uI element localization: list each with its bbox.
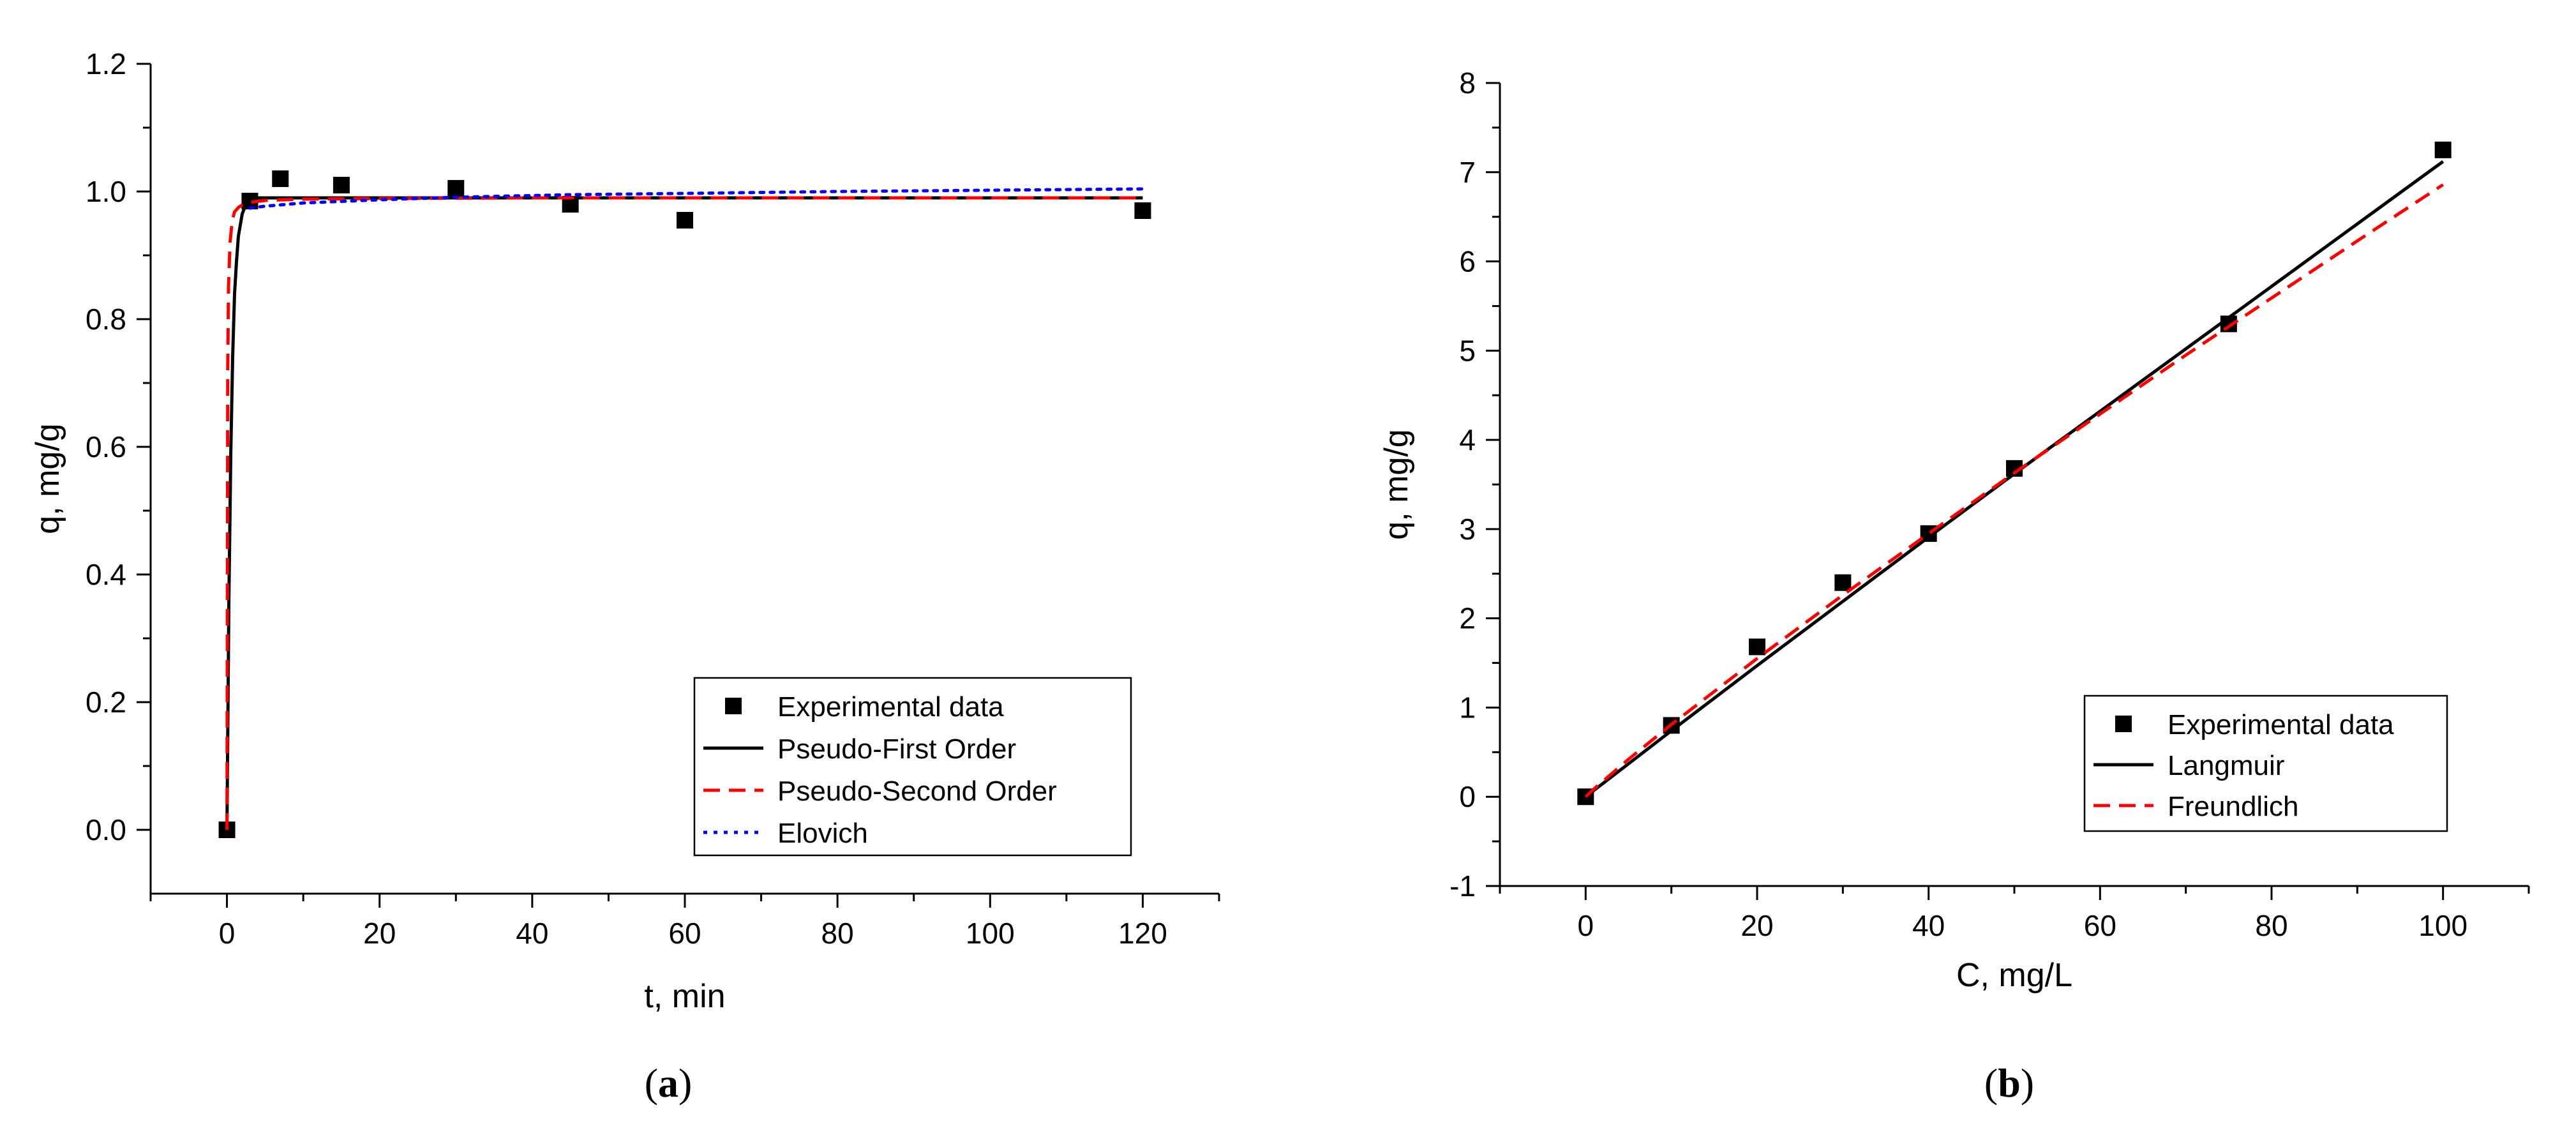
chart-panel-a: 0 20 40 60 80 100 120 0.0 0.2 0.4 0.6 0.8 1.0 1.2 t, m… (29, 47, 1220, 1015)
y-tick-label: 5 (1459, 334, 1476, 367)
x-tick-label: 100 (2418, 909, 2467, 942)
y-axis-title: q, mg/g (1378, 429, 1415, 539)
x-tick-label: 40 (516, 917, 548, 950)
x-tick-label: 40 (1912, 909, 1945, 942)
data-point (1749, 638, 1765, 656)
legend-label-elovich: Elovich (777, 818, 868, 849)
data-point (447, 180, 465, 197)
legend-label-freundlich: Freundlich (2168, 791, 2298, 822)
x-tick-label: 80 (821, 917, 854, 950)
x-axis-title: C, mg/L (1956, 957, 2072, 994)
y-tick-label: 0 (1459, 780, 1476, 813)
data-point (1134, 202, 1151, 219)
legend-label-experimental-data: Experimental data (777, 691, 1004, 723)
y-tick-label: 3 (1459, 513, 1476, 546)
y-tick-label: 0.6 (86, 430, 126, 463)
y-tick-label: 1.0 (86, 175, 126, 208)
chart-panel-b: 0 20 40 60 80 100 -1 0 1 2 3 4 5 6 7 8 C, mg/L q, mg/g Exp… (1378, 66, 2530, 994)
y-tick-label: 1.2 (86, 47, 126, 80)
caption-b: (b) (1984, 1060, 2034, 1106)
y-axis-title: q, mg/g (29, 423, 66, 534)
y-tick-label: -1 (1449, 869, 1476, 903)
series-line-pseudo-first-order (225, 196, 1143, 830)
caption-b-letter: b (1998, 1060, 2021, 1106)
x-tick-label: 60 (2084, 909, 2116, 942)
y-tick-label: 7 (1459, 156, 1476, 189)
y-tick-label: 6 (1459, 245, 1476, 278)
caption-a: (a) (645, 1060, 693, 1106)
svg-text:(a): (a) (645, 1060, 693, 1106)
legend-label-langmuir: Langmuir (2168, 750, 2284, 781)
y-tick-label: 0.2 (86, 686, 126, 719)
x-axis-title: t, min (644, 978, 725, 1015)
y-tick-label: 1 (1459, 691, 1476, 724)
svg-text:(b): (b) (1984, 1060, 2034, 1106)
legend-marker-experimental-data (2115, 716, 2132, 732)
y-tick-label: 0.0 (86, 813, 126, 846)
x-tick-label: 20 (363, 917, 396, 950)
legend-label-pseudo-second-order: Pseudo-Second Order (777, 776, 1057, 807)
x-tick-label: 0 (219, 917, 236, 950)
y-tick-label: 0.8 (86, 303, 126, 336)
data-point (677, 212, 693, 229)
series-line-freundlich (1584, 183, 2445, 799)
y-tick-label: 8 (1459, 66, 1476, 100)
data-point (333, 177, 350, 193)
series-line-elovich (248, 187, 1144, 210)
x-tick-label: 80 (2255, 909, 2288, 942)
legend-label-experimental-data: Experimental data (2168, 709, 2394, 740)
y-tick-label: 2 (1459, 602, 1476, 635)
x-tick-label: 0 (1578, 909, 1594, 942)
data-point (1834, 574, 1852, 591)
data-point (272, 170, 289, 187)
caption-a-letter: a (658, 1060, 678, 1106)
x-tick-label: 60 (668, 917, 701, 950)
x-tick-label: 100 (966, 917, 1015, 950)
legend-label-pseudo-first-order: Pseudo-First Order (777, 733, 1016, 765)
x-tick-label: 20 (1741, 909, 1773, 942)
legend-marker-experimental-data (725, 698, 742, 714)
legend-box (693, 677, 1132, 857)
y-tick-label: 4 (1459, 423, 1476, 456)
y-tick-label: 0.4 (86, 558, 126, 591)
data-point (2434, 141, 2452, 158)
x-tick-label: 120 (1118, 917, 1167, 950)
series-line-pseudo-second-order (225, 196, 1143, 830)
